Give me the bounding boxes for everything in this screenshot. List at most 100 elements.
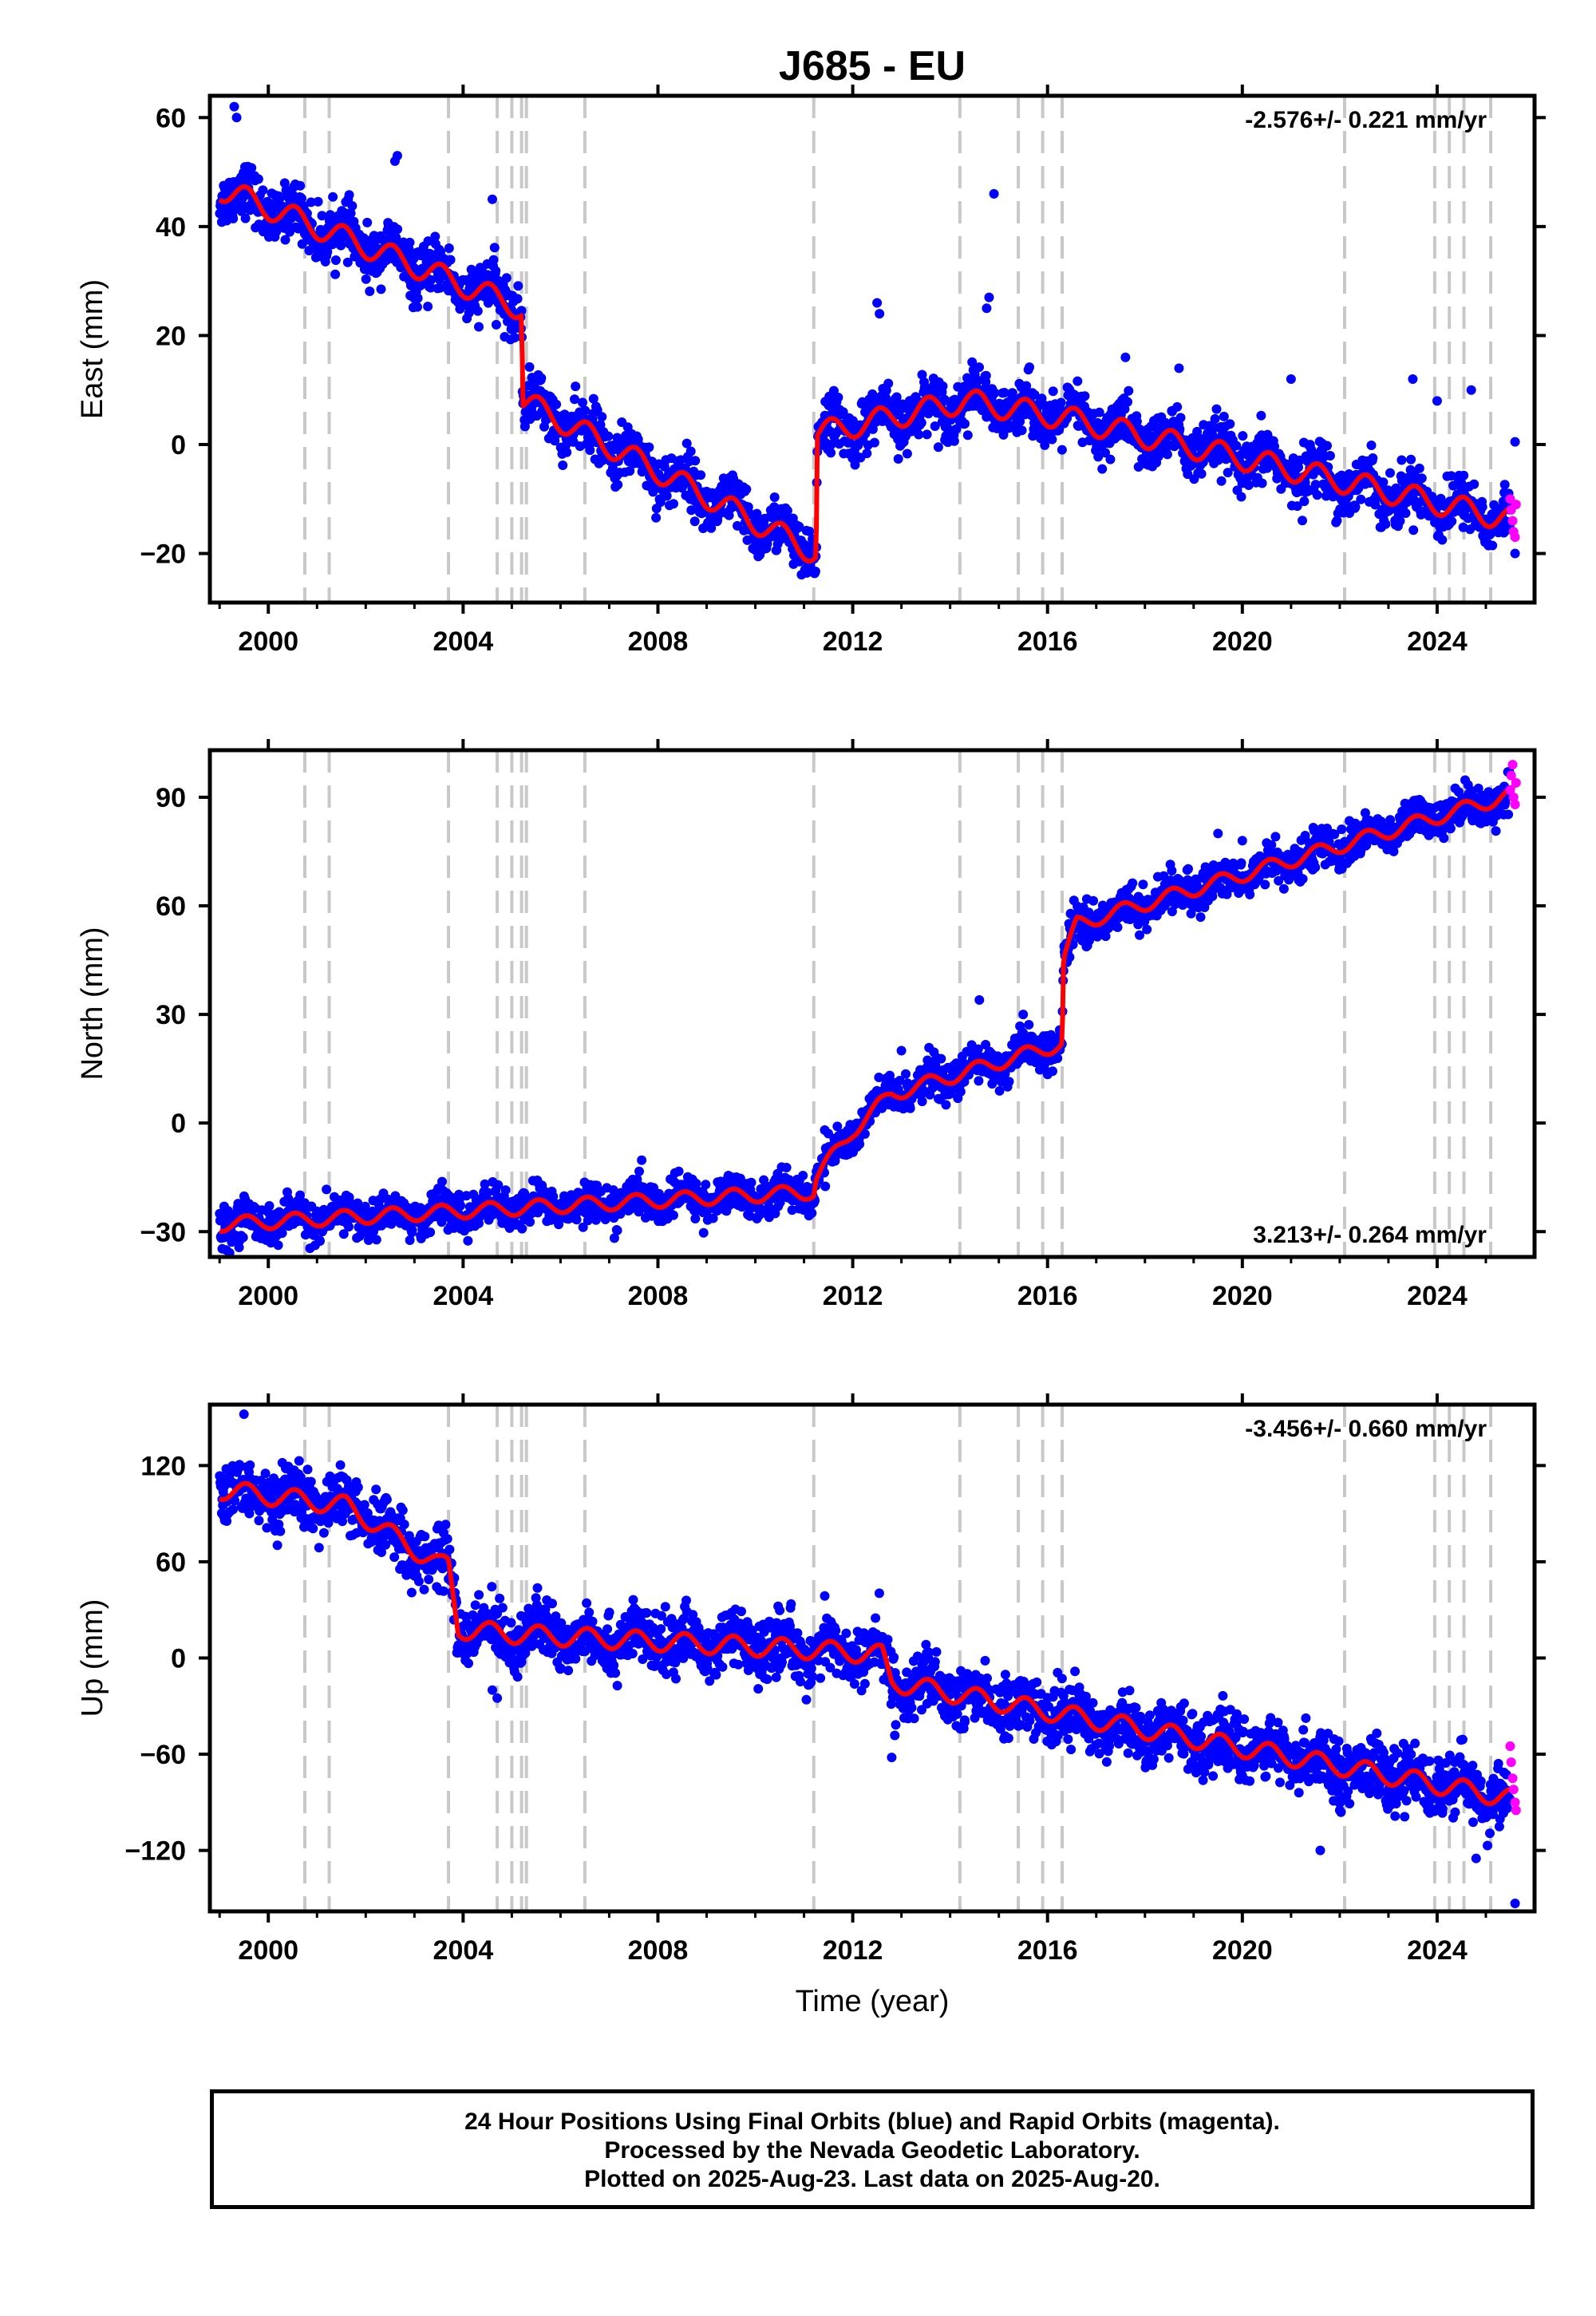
x-tick-label: 2008 [628, 626, 689, 657]
data-point [489, 243, 500, 253]
data-point [1120, 404, 1130, 414]
data-point [437, 1176, 447, 1187]
data-point [1385, 468, 1395, 478]
data-point [974, 1076, 984, 1086]
data-point [247, 163, 257, 173]
y-tick-label: 60 [156, 103, 186, 133]
data-point [415, 281, 425, 290]
data-point-outlier-4 [487, 194, 497, 204]
data-point [651, 512, 662, 523]
data-point [1216, 476, 1227, 486]
data-point [802, 567, 812, 578]
data-point [1238, 431, 1248, 441]
y-axis-title: East (mm) [76, 279, 109, 419]
data-point [1368, 453, 1378, 463]
data-point [430, 231, 440, 242]
final-orbit-points [215, 766, 1515, 1257]
data-point [1015, 417, 1025, 427]
data-point [810, 567, 820, 576]
data-point [425, 1227, 436, 1238]
data-point [551, 399, 562, 409]
data-point [1322, 441, 1332, 451]
data-point [525, 1217, 535, 1227]
data-point [513, 281, 523, 291]
data-point [238, 1232, 248, 1243]
data-point [1256, 410, 1266, 421]
data-point [891, 392, 902, 402]
data-point [1312, 490, 1322, 500]
data-point [1093, 452, 1104, 462]
data-point [344, 1222, 354, 1232]
data-point [1138, 879, 1148, 890]
data-point [1231, 441, 1242, 451]
data-point [376, 284, 386, 294]
data-point-outlier-5 [872, 298, 883, 308]
data-point [1024, 1020, 1034, 1030]
y-tick-label: 0 [171, 430, 186, 460]
data-point [264, 1201, 275, 1211]
data-point [930, 421, 940, 431]
data-point [413, 293, 423, 303]
data-point [1395, 516, 1405, 526]
data-point [1243, 480, 1254, 490]
rapid-point-4 [1510, 532, 1520, 543]
data-point [960, 419, 970, 429]
data-point [509, 333, 519, 343]
data-point [883, 378, 894, 389]
data-point-outlier-14 [1466, 385, 1476, 395]
data-point [570, 394, 579, 405]
data-point [669, 499, 678, 509]
data-point [1298, 874, 1308, 884]
data-point [425, 283, 436, 293]
data-point [1260, 879, 1270, 890]
data-point [488, 255, 499, 265]
data-point [1477, 502, 1487, 512]
data-point [1057, 445, 1067, 455]
data-point-outlier-16 [1510, 437, 1520, 447]
data-point [1459, 470, 1469, 480]
data-point [516, 306, 527, 316]
data-point [1004, 1077, 1014, 1087]
data-point [273, 1240, 283, 1251]
data-point [820, 1181, 831, 1192]
data-point [1080, 391, 1090, 401]
data-point [330, 269, 341, 279]
data-point [474, 322, 484, 332]
data-point [1195, 912, 1206, 923]
data-point [1366, 441, 1377, 450]
data-point [1123, 397, 1132, 407]
data-point [922, 429, 932, 440]
data-point [362, 217, 373, 227]
data-point [1469, 479, 1479, 489]
data-point [1183, 864, 1193, 874]
data-point-outlier-10 [1120, 352, 1131, 362]
data-point [275, 192, 286, 203]
data-point [280, 235, 290, 245]
data-point [1225, 419, 1235, 429]
data-point [585, 445, 595, 456]
data-point [1437, 535, 1448, 545]
data-point [1094, 407, 1104, 417]
data-point [1278, 883, 1289, 894]
data-point [456, 1200, 466, 1211]
data-point-outlier-15 [1432, 396, 1442, 406]
data-point [936, 1053, 946, 1064]
data-point [1167, 866, 1177, 875]
panel-north: 2000 2004 2008 2012 2016 2020 2024−300306090No… [76, 739, 1546, 1311]
data-point [588, 393, 598, 404]
x-tick-label: 2004 [433, 626, 494, 657]
data-point [1047, 434, 1057, 445]
x-tick-label: 2000 [238, 626, 298, 657]
data-point [625, 466, 635, 476]
data-point [833, 393, 843, 402]
data-point [313, 196, 323, 207]
y-tick-label: 40 [156, 212, 186, 243]
data-point [423, 236, 433, 247]
data-point [1105, 454, 1116, 464]
data-point [644, 442, 654, 453]
data-point [1196, 468, 1207, 479]
data-point-outlier-3 [392, 151, 402, 161]
data-point-outlier-6 [875, 309, 885, 319]
data-point [674, 1166, 684, 1176]
data-point [578, 397, 587, 408]
